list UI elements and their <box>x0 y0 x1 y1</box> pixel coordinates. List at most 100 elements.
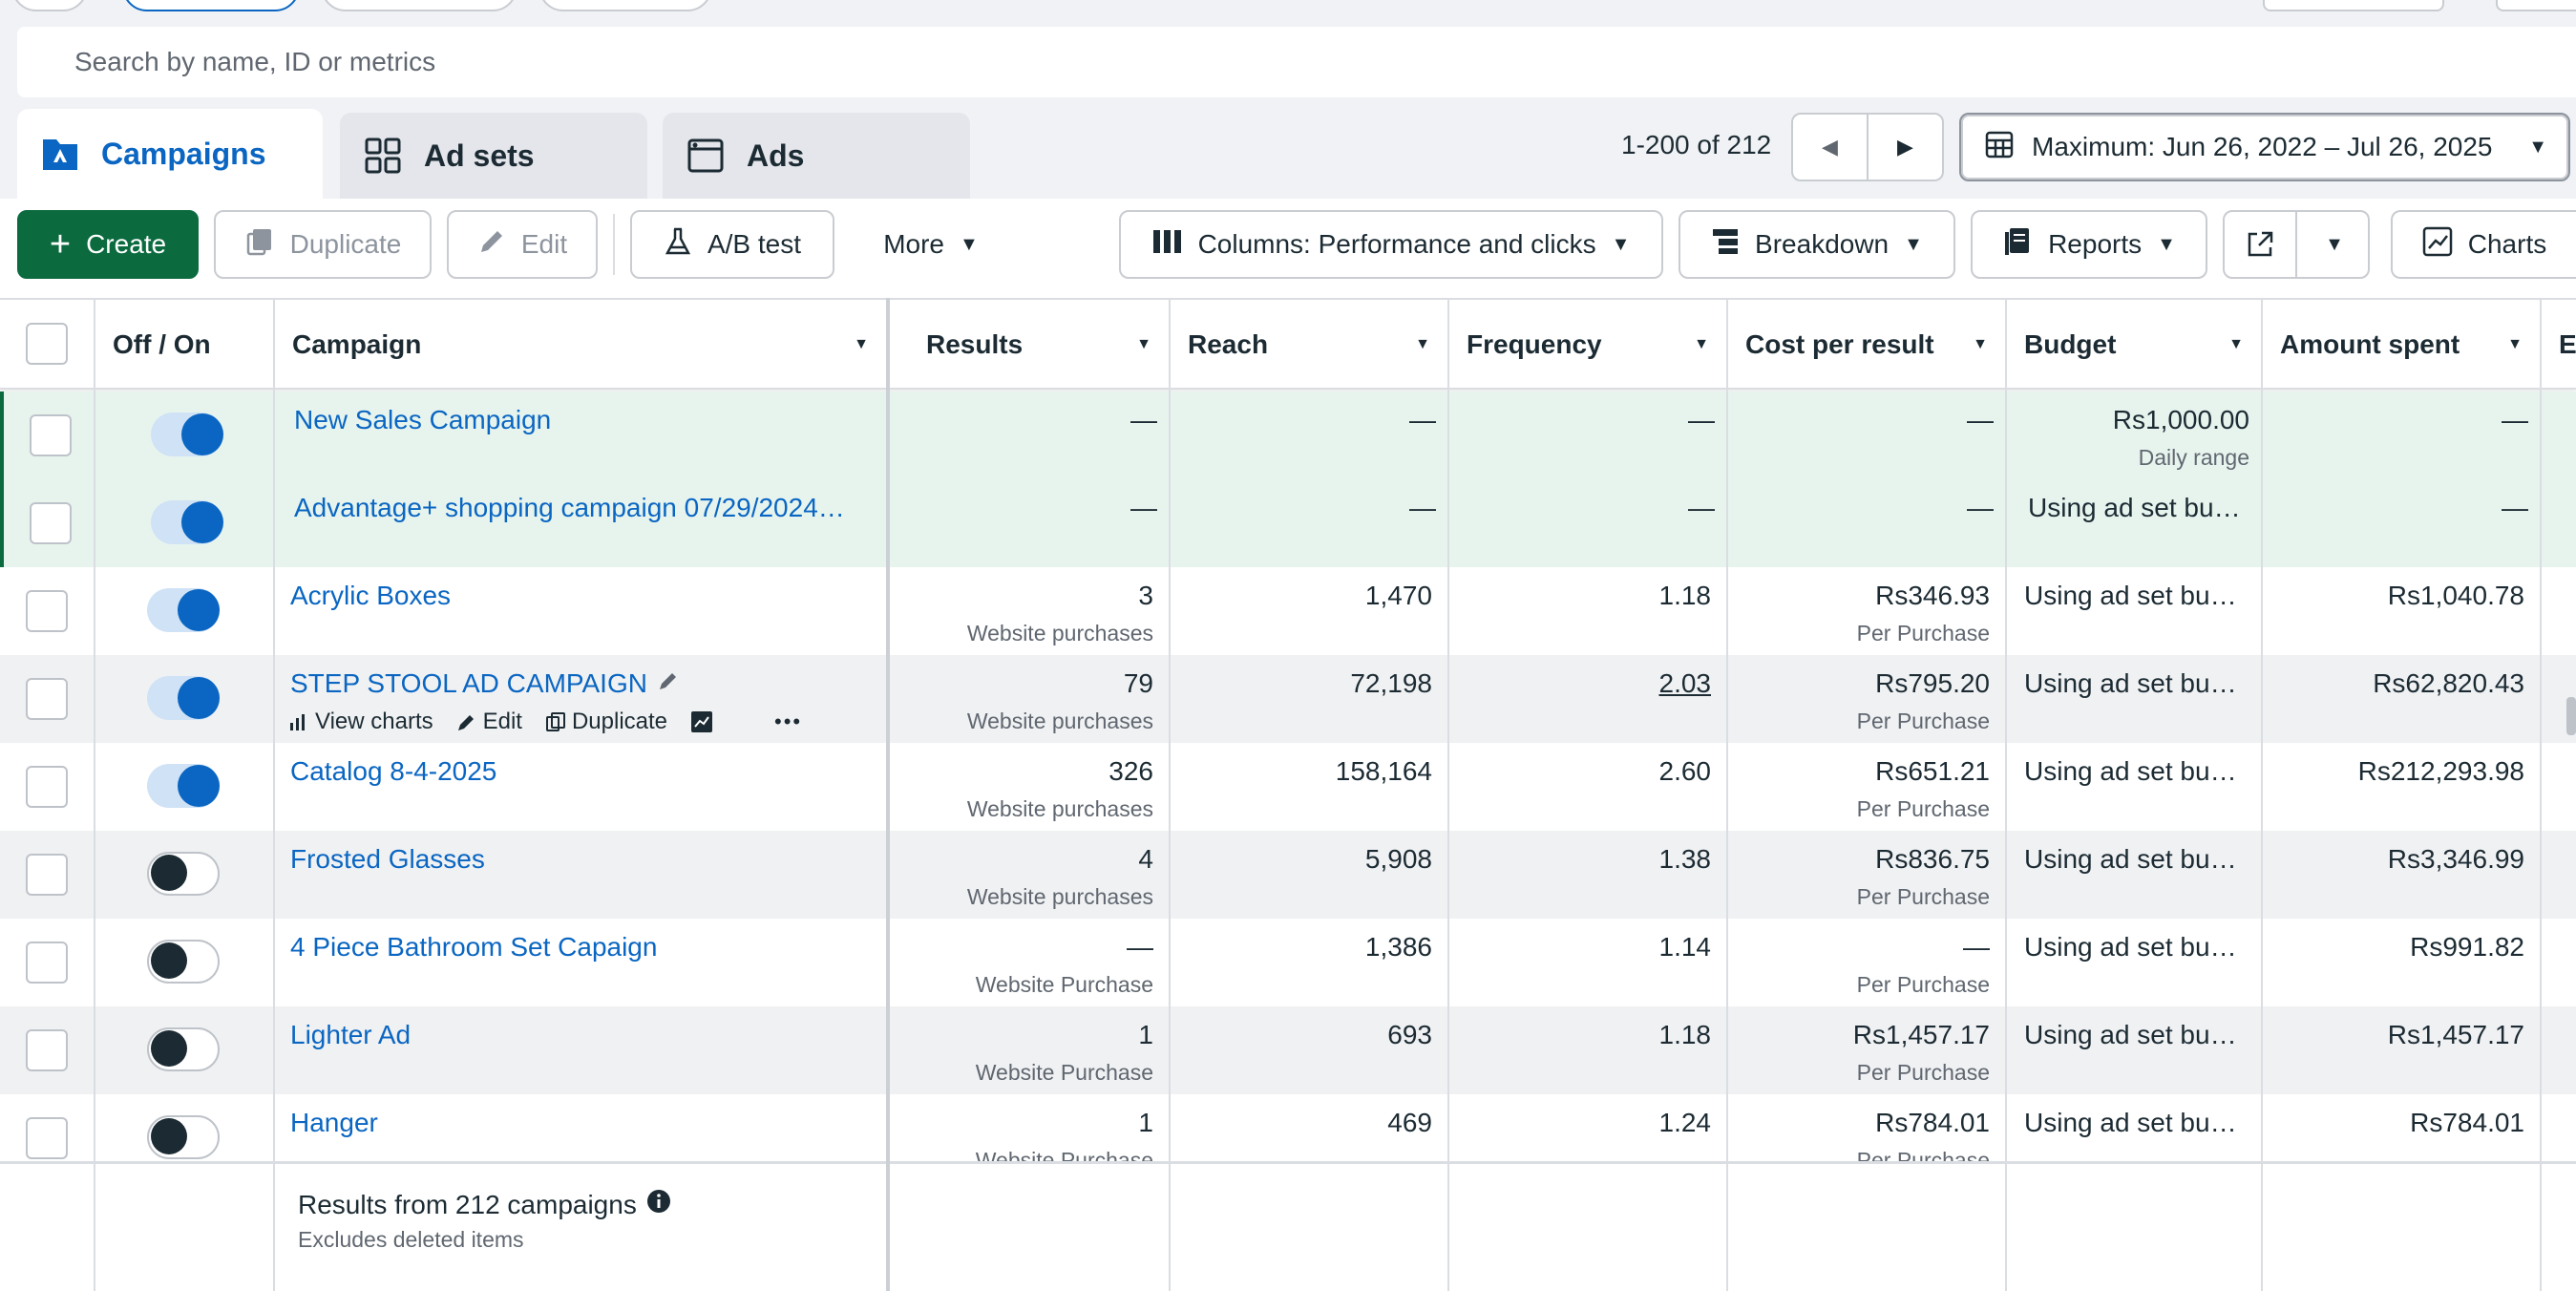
view-charts-action[interactable]: View charts <box>288 709 433 735</box>
table-row[interactable]: Frosted Glasses 4 Website purchases 5,908 1.… <box>0 831 2576 919</box>
campaign-name-link[interactable]: Frosted Glasses <box>275 831 867 919</box>
column-header-results[interactable]: Results ▼ <box>890 300 1171 390</box>
campaign-name-link[interactable]: Catalog 8-4-2025 <box>275 743 867 831</box>
campaign-toggle[interactable] <box>147 1115 220 1159</box>
column-header-budget[interactable]: Budget ▼ <box>2007 300 2263 390</box>
tab-ad-sets[interactable]: Ad sets <box>340 113 647 199</box>
campaign-name-link[interactable]: Advantage+ shopping campaign 07/29/2024… <box>279 479 871 567</box>
filter-pill[interactable] <box>11 0 88 11</box>
row-checkbox[interactable] <box>26 678 68 720</box>
breakdown-button[interactable]: Breakdown ▼ <box>1679 210 1955 279</box>
tab-ads[interactable]: Ads <box>663 113 970 199</box>
column-header-cost-per-result[interactable]: Cost per result ▼ <box>1728 300 2007 390</box>
campaign-name-link[interactable]: Lighter Ad <box>275 1006 867 1094</box>
budget-cell: Using ad set bu… <box>2011 479 2267 567</box>
table-row[interactable]: Acrylic Boxes 3 Website purchases 1,470 1.18… <box>0 567 2576 655</box>
row-checkbox[interactable] <box>26 1029 68 1071</box>
column-header-amount-spent[interactable]: Amount spent ▼ <box>2263 300 2542 390</box>
column-header-off-on[interactable]: Off / On <box>95 300 275 390</box>
table-row[interactable]: Advantage+ shopping campaign 07/29/2024…… <box>0 479 2576 567</box>
cell-value: Using ad set bu… <box>2024 756 2237 786</box>
filter-pill[interactable] <box>122 0 300 11</box>
select-all-checkbox[interactable] <box>26 323 68 365</box>
campaign-toggle[interactable] <box>151 500 223 544</box>
sort-caret-icon[interactable]: ▼ <box>1694 336 1709 352</box>
cell-subtext: Website Purchase <box>975 972 1153 997</box>
cell-value: Using ad set bu… <box>2028 493 2241 522</box>
column-header-campaign[interactable]: Campaign ▼ <box>275 300 890 390</box>
frequency-cell: 1.24 <box>1449 1094 1728 1182</box>
column-divider <box>1447 298 1449 1291</box>
campaign-toggle[interactable] <box>147 852 220 896</box>
column-header-reach[interactable]: Reach ▼ <box>1171 300 1449 390</box>
row-checkbox[interactable] <box>26 854 68 896</box>
scrollbar-thumb[interactable] <box>2566 697 2576 735</box>
sort-caret-icon[interactable]: ▼ <box>1415 336 1430 352</box>
edit-action[interactable]: Edit <box>456 709 522 735</box>
sort-caret-icon[interactable]: ▼ <box>1973 336 1988 352</box>
chevron-down-icon: ▼ <box>2528 136 2547 158</box>
charts-button[interactable]: Charts <box>2391 210 2576 279</box>
table-row[interactable]: Lighter Ad 1 Website Purchase 693 1.18 Rs1,45… <box>0 1006 2576 1094</box>
more-button[interactable]: More ▼ <box>850 210 1012 279</box>
cell-value: Rs651.21 <box>1875 756 1990 786</box>
tab-campaigns[interactable]: Campaigns <box>17 109 323 199</box>
column-divider <box>1169 298 1171 1291</box>
breakdown-label: Breakdown <box>1755 229 1890 259</box>
row-checkbox[interactable] <box>26 942 68 984</box>
campaign-toggle[interactable] <box>147 588 220 632</box>
duplicate-button[interactable]: Duplicate <box>214 210 432 279</box>
campaign-name-link[interactable]: Acrylic Boxes <box>275 567 867 655</box>
cell-value: Rs1,000.00 <box>2112 405 2249 434</box>
pencil-icon[interactable] <box>657 668 680 698</box>
row-checkbox[interactable] <box>30 502 72 544</box>
row-checkbox[interactable] <box>26 1117 68 1159</box>
chart-trend-action[interactable] <box>690 710 713 733</box>
column-header-next[interactable]: E <box>2542 300 2576 390</box>
table-row[interactable]: New Sales Campaign — — — — — Rs1,000.00 Daily r… <box>0 392 2576 479</box>
top-right-button[interactable] <box>2263 0 2444 11</box>
column-header-frequency[interactable]: Frequency ▼ <box>1449 300 1728 390</box>
search-input[interactable]: Search by name, ID or metrics <box>17 27 2576 97</box>
table-row[interactable]: 4 Piece Bathroom Set Capaign — Website Pur… <box>0 919 2576 1006</box>
campaign-name-link[interactable]: New Sales Campaign <box>279 392 871 479</box>
sort-caret-icon[interactable]: ▼ <box>1136 336 1151 352</box>
columns-button[interactable]: Columns: Performance and clicks ▼ <box>1119 210 1663 279</box>
tab-label: Ad sets <box>424 138 535 173</box>
campaign-name-link[interactable]: 4 Piece Bathroom Set Capaign <box>275 919 867 1006</box>
campaign-toggle[interactable] <box>147 676 220 720</box>
filter-pill[interactable] <box>321 0 517 11</box>
export-button[interactable] <box>2225 212 2297 277</box>
action-label: View charts <box>315 709 433 734</box>
sort-caret-icon[interactable]: ▼ <box>2228 336 2244 352</box>
reports-button[interactable]: Reports ▼ <box>1971 210 2207 279</box>
amount-spent-cell: Rs62,820.43 <box>2263 655 2542 743</box>
campaign-toggle[interactable] <box>147 764 220 808</box>
duplicate-action[interactable]: Duplicate <box>545 709 667 735</box>
campaign-toggle[interactable] <box>151 413 223 456</box>
table-row[interactable]: Catalog 8-4-2025 326 Website purchases 158,… <box>0 743 2576 831</box>
campaign-toggle[interactable] <box>147 1027 220 1071</box>
ab-test-button[interactable]: A/B test <box>630 210 834 279</box>
date-range-picker[interactable]: Maximum: Jun 26, 2022 – Jul 26, 2025 ▼ <box>1959 113 2570 181</box>
create-button[interactable]: + Create <box>17 210 199 279</box>
filter-pill[interactable] <box>538 0 712 11</box>
edit-button[interactable]: Edit <box>447 210 598 279</box>
prev-page-button[interactable]: ◀ <box>1793 115 1869 180</box>
campaign-toggle[interactable] <box>147 940 220 984</box>
sort-caret-icon[interactable]: ▼ <box>854 336 869 352</box>
row-checkbox[interactable] <box>30 414 72 456</box>
row-checkbox[interactable] <box>26 766 68 808</box>
column-divider <box>94 298 95 1291</box>
next-page-button[interactable]: ▶ <box>1869 115 1942 180</box>
campaign-name-link[interactable]: STEP STOOL AD CAMPAIGN <box>275 655 867 743</box>
cell-value[interactable]: 2.03 <box>1658 668 1712 698</box>
campaign-name: Advantage+ shopping campaign 07/29/2024… <box>294 493 845 522</box>
more-actions-icon[interactable]: ••• <box>774 709 803 733</box>
row-checkbox[interactable] <box>26 590 68 632</box>
info-icon[interactable] <box>646 1189 671 1220</box>
top-right-button[interactable] <box>2496 0 2576 11</box>
export-dropdown-button[interactable]: ▼ <box>2299 212 2370 277</box>
sort-caret-icon[interactable]: ▼ <box>2507 336 2523 352</box>
table-row[interactable]: STEP STOOL AD CAMPAIGN View charts Edit Dup… <box>0 655 2576 743</box>
